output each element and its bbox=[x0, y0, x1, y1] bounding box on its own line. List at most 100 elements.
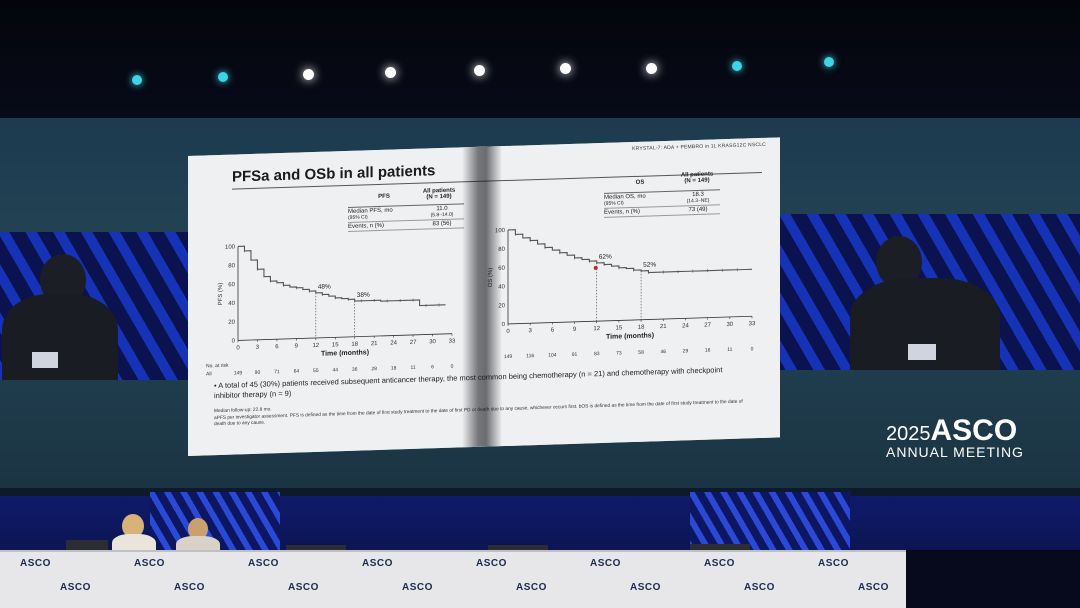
x-tick-label: 18 bbox=[351, 342, 358, 348]
laptop bbox=[66, 540, 108, 552]
spot-light bbox=[732, 61, 742, 71]
risk-count: 11 bbox=[727, 347, 732, 353]
x-tick-label: 27 bbox=[410, 340, 417, 346]
trial-tag: KRYSTAL-7: ADA + PEMBRO in 1L KRASG12C N… bbox=[632, 141, 766, 153]
x-tick-label: 15 bbox=[616, 325, 623, 331]
stage-stripes bbox=[690, 492, 850, 552]
risk-count: 0 bbox=[751, 346, 754, 352]
x-tick-label: 9 bbox=[573, 327, 577, 333]
x-tick-label: 15 bbox=[332, 342, 339, 348]
risk-count: 83 bbox=[594, 351, 600, 357]
table-cell: 73 (49) bbox=[688, 206, 708, 214]
speaker-on-screen bbox=[0, 232, 212, 380]
stage-floor bbox=[906, 550, 1080, 608]
risk-count: 55 bbox=[313, 368, 319, 374]
landmark-label: 38% bbox=[357, 292, 370, 299]
desk-logo: ASCO bbox=[818, 558, 849, 569]
risk-count: 104 bbox=[548, 352, 557, 358]
y-tick-label: 40 bbox=[228, 301, 235, 307]
x-tick-label: 27 bbox=[704, 323, 711, 329]
desk-logo: ASCO bbox=[362, 558, 393, 569]
x-tick-label: 30 bbox=[726, 322, 733, 328]
x-tick-label: 33 bbox=[749, 321, 756, 327]
x-tick-label: 12 bbox=[593, 326, 600, 332]
screen-seam-shadow bbox=[462, 146, 502, 448]
pfs-km-plot: 0 3 6 9 12 15 18 21 24 27 30 33 0 20 40 60 80 100 Time (mo… bbox=[208, 236, 458, 377]
spot-light bbox=[474, 65, 485, 76]
x-tick-label: 21 bbox=[660, 324, 667, 330]
risk-count: 46 bbox=[660, 349, 666, 355]
x-tick-label: 24 bbox=[390, 340, 397, 346]
x-tick-label: 12 bbox=[312, 343, 319, 349]
x-tick-label: 6 bbox=[551, 327, 555, 333]
desk-logo: ASCO bbox=[402, 582, 433, 593]
risk-count: 64 bbox=[294, 369, 300, 375]
km-curve bbox=[508, 229, 752, 274]
y-tick-label: 0 bbox=[502, 322, 506, 328]
desk-logo: ASCO bbox=[60, 582, 91, 593]
y-axis-label: PFS (%) bbox=[218, 283, 224, 306]
desk-logo: ASCO bbox=[288, 582, 319, 593]
risk-count: 116 bbox=[526, 353, 534, 359]
spot-light bbox=[218, 72, 228, 82]
speaker-badge bbox=[32, 352, 58, 368]
logo-year: 2025 bbox=[886, 423, 931, 445]
y-tick-label: 80 bbox=[228, 263, 235, 269]
y-tick-label: 100 bbox=[225, 245, 236, 251]
desk-logo: ASCO bbox=[744, 582, 775, 593]
os-table: Median OS, mo (95% CI) 18.3 (14.3–NE) Even… bbox=[604, 189, 720, 218]
x-tick-label: 3 bbox=[256, 345, 260, 351]
table-cell: 11.0 (5.8–14.0) bbox=[430, 205, 454, 219]
risk-count: 71 bbox=[274, 369, 280, 375]
y-tick-label: 20 bbox=[228, 320, 235, 326]
desk-logo: ASCO bbox=[248, 558, 279, 569]
x-tick-label: 30 bbox=[429, 339, 436, 345]
x-tick-label: 18 bbox=[638, 325, 645, 331]
pfs-table: Median PFS, mo (95% CI) 11.0 (5.8–14.0) Ev… bbox=[348, 203, 464, 232]
slide-title: PFSa and OSb in all patients bbox=[232, 162, 436, 186]
risk-label: No. at risk bbox=[206, 362, 229, 370]
logo-subtitle: ANNUAL MEETING bbox=[886, 444, 1024, 460]
risk-count: 73 bbox=[616, 350, 622, 356]
panel-desk: ASCO ASCO ASCO ASCO ASCO ASCO ASCO ASCO ASCO ASCO… bbox=[0, 550, 906, 608]
x-tick-label: 9 bbox=[295, 344, 299, 350]
landmark-label: 48% bbox=[318, 283, 331, 290]
y-tick-label: 60 bbox=[228, 282, 235, 288]
desk-logo: ASCO bbox=[174, 582, 205, 593]
x-axis-label: Time (months) bbox=[606, 332, 654, 341]
table-cell: Events, n (%) bbox=[348, 222, 385, 230]
x-axis bbox=[238, 333, 452, 341]
panelist bbox=[112, 514, 156, 556]
risk-count: 11 bbox=[410, 365, 415, 371]
spot-light bbox=[385, 67, 396, 78]
risk-count: 36 bbox=[352, 367, 358, 373]
logo-name: ASCO bbox=[930, 414, 1018, 447]
speaker-badge bbox=[908, 344, 936, 360]
risk-count: 6 bbox=[431, 364, 434, 370]
speaker-on-screen bbox=[758, 214, 1080, 370]
os-col-header: All patients (N = 149) bbox=[672, 171, 722, 185]
km-curve bbox=[238, 245, 446, 307]
risk-count: 149 bbox=[504, 354, 513, 360]
laptop bbox=[286, 545, 346, 552]
y-tick-label: 0 bbox=[232, 339, 236, 345]
spot-light bbox=[303, 69, 314, 80]
table-cell: Median PFS, mo (95% CI) bbox=[348, 207, 393, 221]
os-table-header: OS bbox=[635, 179, 645, 186]
x-tick-label: 0 bbox=[236, 345, 240, 351]
left-side-screen bbox=[0, 232, 212, 380]
desk-logo: ASCO bbox=[858, 582, 889, 593]
panelist-head bbox=[122, 514, 144, 538]
risk-count: 16 bbox=[705, 348, 711, 354]
risk-count: 44 bbox=[332, 367, 338, 373]
table-cell: Events, n (%) bbox=[604, 208, 641, 216]
x-tick-label: 3 bbox=[529, 328, 533, 334]
landmark-label: 52% bbox=[643, 261, 656, 268]
desk-logo: ASCO bbox=[630, 582, 661, 593]
event-logo: 2025ASCO ANNUAL MEETING bbox=[886, 414, 1024, 460]
table-cell: Median OS, mo (95% CI) bbox=[604, 193, 646, 207]
lighting-truss bbox=[100, 35, 1000, 85]
